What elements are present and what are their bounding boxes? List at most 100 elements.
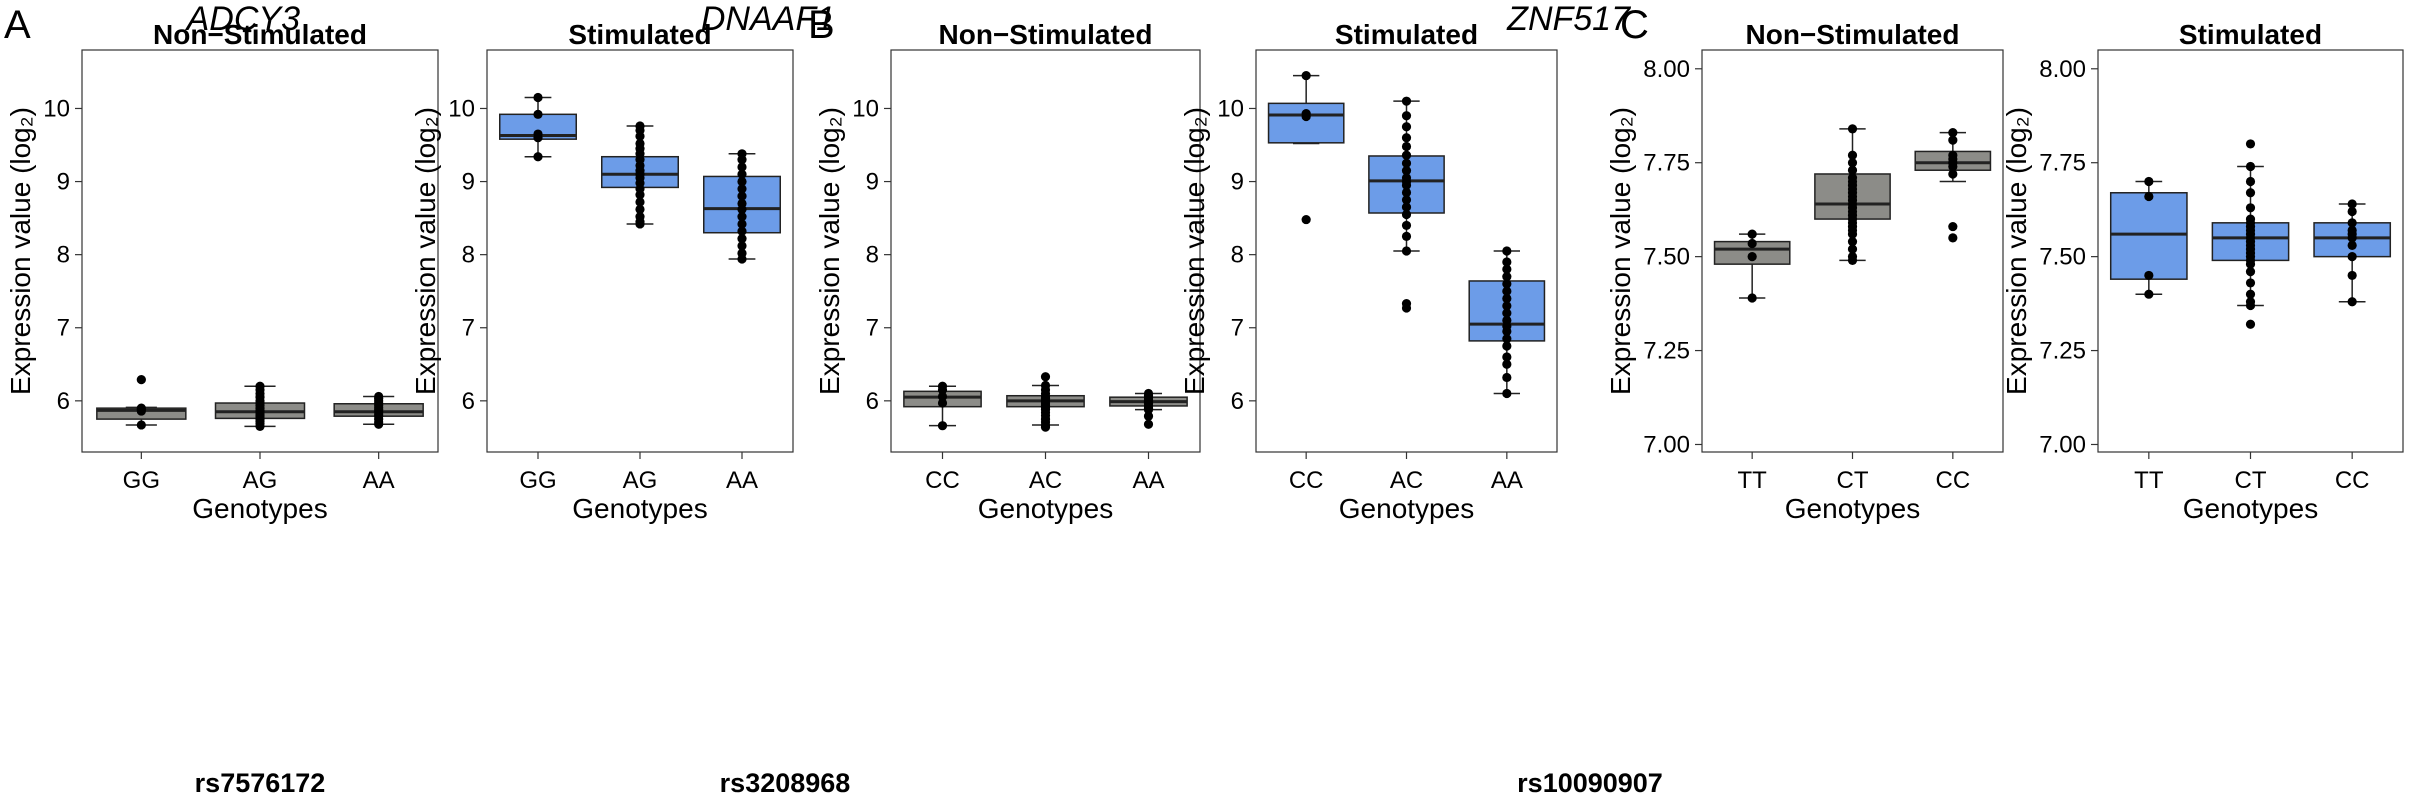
- data-point: [737, 219, 747, 229]
- data-point: [635, 204, 645, 214]
- data-point: [1502, 286, 1512, 296]
- boxplot-panel: Stimulated 6 7 8 9 10 Expression value (log₂) G…: [410, 19, 794, 524]
- data-point: [2347, 270, 2357, 281]
- x-tick-label: AA: [363, 467, 395, 494]
- data-point: [1502, 279, 1512, 289]
- data-point: [136, 406, 146, 416]
- data-point: [1401, 133, 1412, 143]
- data-point: [1747, 293, 1757, 303]
- panel-title: Stimulated: [568, 19, 711, 50]
- x-tick-label: CC: [925, 467, 960, 494]
- x-tick-label: AA: [1132, 467, 1164, 494]
- box-aa: [1468, 246, 1546, 399]
- data-point: [635, 219, 645, 229]
- box-tt: [1713, 229, 1791, 303]
- data-point: [2347, 233, 2357, 243]
- data-point: [1401, 180, 1412, 190]
- data-point: [1143, 411, 1154, 421]
- data-point: [737, 241, 747, 251]
- y-tick-label: 10: [43, 95, 70, 122]
- snp-id: rs10090907: [1517, 768, 1663, 798]
- data-point: [1747, 229, 1757, 239]
- data-point: [1143, 419, 1154, 429]
- y-tick-label: 7.75: [2039, 150, 2086, 177]
- data-point: [1401, 150, 1412, 160]
- data-point: [2245, 267, 2256, 277]
- data-point: [1847, 124, 1858, 134]
- y-tick-label: 8: [1231, 242, 1244, 269]
- y-tick-label: 8.00: [2039, 56, 2086, 83]
- y-tick-label: 7.50: [2039, 244, 2086, 271]
- y-axis-label: Expression value (log₂): [1179, 107, 1210, 395]
- box-ag: [601, 121, 679, 229]
- data-point: [1401, 96, 1412, 106]
- box-aa: [703, 149, 781, 264]
- data-point: [255, 421, 265, 432]
- x-axis-label: Genotypes: [978, 493, 1113, 524]
- data-point: [635, 190, 645, 200]
- y-tick-label: 6: [57, 388, 70, 415]
- box-ag: [214, 381, 306, 432]
- gene-name: ADCY3: [185, 0, 300, 38]
- y-tick-label: 8: [57, 242, 70, 269]
- box-gg: [499, 92, 577, 162]
- y-tick-label: 6: [866, 388, 879, 415]
- data-point: [737, 155, 747, 165]
- y-tick-label: 7.00: [2039, 431, 2086, 458]
- y-axis-label: Expression value (log₂): [814, 107, 845, 395]
- data-point: [2245, 278, 2256, 288]
- y-tick-label: 7.25: [2039, 338, 2086, 365]
- box-tt: [2109, 176, 2188, 299]
- x-tick-label: CT: [1837, 467, 1869, 494]
- data-point: [1401, 158, 1412, 168]
- data-point: [136, 420, 146, 430]
- x-axis-label: Genotypes: [1785, 493, 1920, 524]
- y-tick-label: 8: [866, 242, 879, 269]
- panel-title: Non−Stimulated: [153, 19, 367, 50]
- data-point: [1847, 255, 1858, 265]
- x-axis-label: Genotypes: [192, 493, 327, 524]
- data-point: [635, 131, 645, 141]
- box-cc: [903, 381, 982, 431]
- gene-name: DNAAF1: [701, 0, 835, 38]
- data-point: [1847, 244, 1858, 254]
- x-tick-label: CT: [2235, 467, 2267, 494]
- data-point: [2347, 240, 2357, 250]
- data-point: [2144, 270, 2154, 281]
- box-cc: [2313, 199, 2392, 307]
- data-point: [1401, 202, 1412, 212]
- data-point: [1502, 308, 1512, 318]
- data-point: [1401, 111, 1412, 121]
- data-point: [533, 133, 543, 143]
- x-tick-label: CC: [1289, 467, 1324, 494]
- data-point: [1401, 209, 1412, 220]
- box-ac: [1006, 372, 1085, 432]
- x-tick-label: CC: [2335, 467, 2370, 494]
- data-point: [1040, 422, 1051, 432]
- x-tick-label: AA: [1491, 467, 1523, 494]
- y-tick-label: 8.00: [1643, 56, 1690, 83]
- box-cc: [1914, 128, 1992, 243]
- data-point: [2245, 319, 2256, 329]
- data-point: [1502, 264, 1512, 274]
- y-axis-label: Expression value (log₂): [5, 107, 36, 395]
- x-tick-label: AC: [1390, 467, 1423, 494]
- snp-id: rs7576172: [195, 768, 326, 798]
- data-point: [374, 419, 384, 429]
- y-tick-label: 9: [1231, 169, 1244, 196]
- data-point: [1502, 388, 1512, 399]
- box-aa: [1109, 388, 1188, 429]
- data-point: [2144, 176, 2154, 187]
- data-point: [2245, 300, 2256, 311]
- data-point: [937, 398, 948, 408]
- data-point: [737, 162, 747, 172]
- data-point: [1401, 141, 1412, 152]
- data-point: [1401, 195, 1412, 205]
- x-tick-label: GG: [519, 467, 556, 494]
- y-tick-label: 7.25: [1643, 338, 1690, 365]
- data-point: [533, 109, 543, 119]
- data-point: [1847, 165, 1858, 175]
- data-point: [937, 421, 948, 431]
- y-tick-label: 7.50: [1643, 244, 1690, 271]
- data-point: [2144, 191, 2154, 202]
